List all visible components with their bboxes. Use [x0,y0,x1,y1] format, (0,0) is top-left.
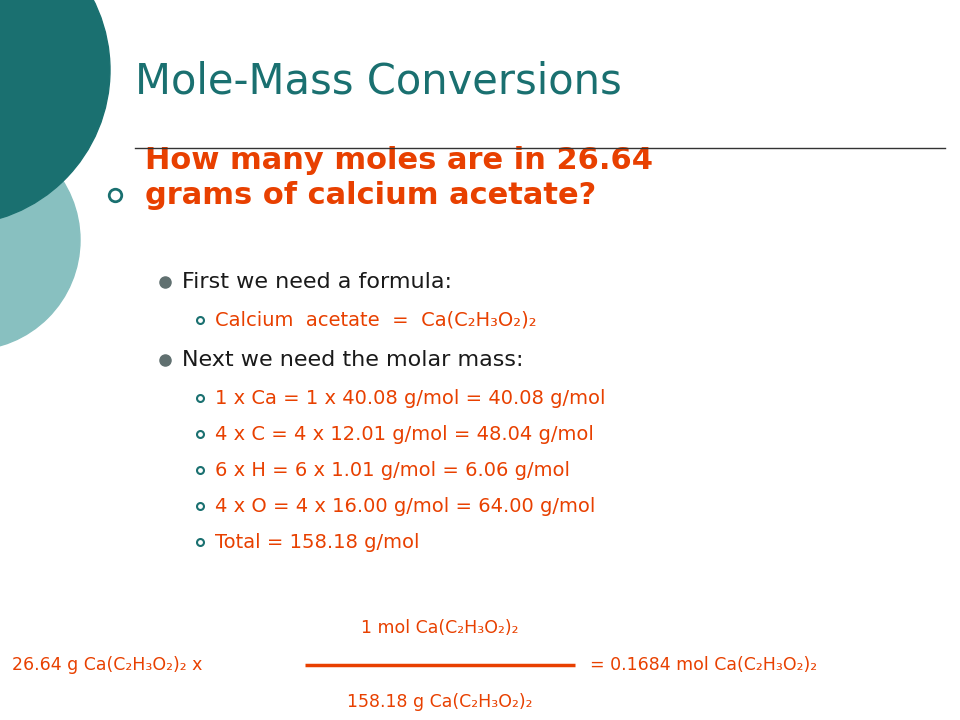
Circle shape [0,0,110,225]
Text: 4 x O = 4 x 16.00 g/mol = 64.00 g/mol: 4 x O = 4 x 16.00 g/mol = 64.00 g/mol [215,497,595,516]
Text: 1 x Ca = 1 x 40.08 g/mol = 40.08 g/mol: 1 x Ca = 1 x 40.08 g/mol = 40.08 g/mol [215,389,606,408]
Text: 4 x C = 4 x 12.01 g/mol = 48.04 g/mol: 4 x C = 4 x 12.01 g/mol = 48.04 g/mol [215,425,594,444]
Circle shape [0,130,80,350]
Text: How many moles are in 26.64: How many moles are in 26.64 [145,146,653,175]
Text: grams of calcium acetate?: grams of calcium acetate? [145,181,596,210]
Text: 158.18 g Ca(C₂H₃O₂)₂: 158.18 g Ca(C₂H₃O₂)₂ [348,693,533,711]
Text: First we need a formula:: First we need a formula: [182,272,452,292]
Text: 1 mol Ca(C₂H₃O₂)₂: 1 mol Ca(C₂H₃O₂)₂ [361,619,518,637]
Text: = 0.1684 mol Ca(C₂H₃O₂)₂: = 0.1684 mol Ca(C₂H₃O₂)₂ [590,656,817,674]
Text: Next we need the molar mass:: Next we need the molar mass: [182,350,523,370]
Text: Mole-Mass Conversions: Mole-Mass Conversions [135,60,622,102]
Text: 26.64 g Ca(C₂H₃O₂)₂ x: 26.64 g Ca(C₂H₃O₂)₂ x [12,656,203,674]
Text: Total = 158.18 g/mol: Total = 158.18 g/mol [215,533,420,552]
Text: Calcium  acetate  =  Ca(C₂H₃O₂)₂: Calcium acetate = Ca(C₂H₃O₂)₂ [215,310,537,330]
Text: 6 x H = 6 x 1.01 g/mol = 6.06 g/mol: 6 x H = 6 x 1.01 g/mol = 6.06 g/mol [215,461,570,480]
